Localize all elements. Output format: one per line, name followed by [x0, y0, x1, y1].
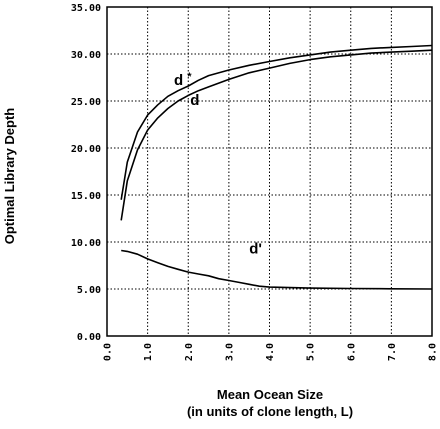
- x-tick-label: 7.0: [387, 343, 398, 361]
- series-line-dx: [121, 249, 433, 290]
- x-tick-label: 3.0: [224, 343, 235, 361]
- x-tick-label: 0.0: [103, 343, 114, 361]
- y-tick-label: 10.00: [71, 238, 101, 249]
- series-lines: [120, 44, 433, 290]
- series-label: d': [249, 240, 262, 257]
- y-tick-label: 15.00: [71, 191, 101, 202]
- y-axis-title: Optimal Library Depth: [2, 108, 17, 245]
- x-tick-labels: 0.0 1.0 2.0 3.0 4.0 5.0 6.0 7.0 8.0: [103, 343, 439, 361]
- x-tick-label: 5.0: [306, 343, 317, 361]
- x-tick-label: 8.0: [428, 343, 439, 361]
- y-tick-label: 25.00: [71, 97, 101, 108]
- y-tick-label: 0.00: [77, 332, 101, 343]
- x-axis-subtitle: (in units of clone length, L): [187, 404, 353, 419]
- y-tick-label: 5.00: [77, 285, 101, 296]
- series-label: d *: [174, 71, 192, 89]
- series-line-dx: [120, 44, 433, 200]
- y-tick-label: 20.00: [71, 144, 101, 155]
- x-tick-label: 4.0: [265, 343, 276, 361]
- y-tick-label: 30.00: [71, 50, 101, 61]
- y-tick-label: 35.00: [71, 3, 101, 14]
- plot-frame: [106, 6, 433, 337]
- x-tick-label: 6.0: [346, 343, 357, 361]
- series-labels: d * d d': [174, 71, 262, 257]
- y-tick-labels: 0.00 5.00 10.00 15.00 20.00 25.00 30.00 35.00: [71, 3, 101, 343]
- series-line-d: [120, 49, 433, 221]
- x-tick-label: 2.0: [184, 343, 195, 361]
- series-label: d: [190, 92, 199, 109]
- x-axis-title: Mean Ocean Size: [217, 387, 323, 402]
- x-tick-label: 1.0: [143, 343, 154, 361]
